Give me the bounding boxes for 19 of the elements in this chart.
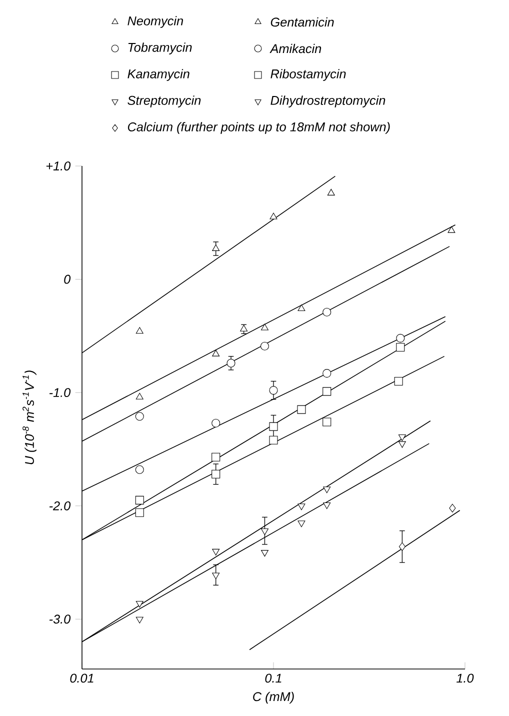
legend-label: Calcium (further points up to 18mM not shown) [128, 122, 390, 134]
x-tick-label: 0.01 [70, 674, 94, 683]
legend-label: Amikacin [270, 44, 322, 54]
legend-label: Tobramycin [128, 42, 192, 54]
legend-label: Dihydrostreptomycin [270, 96, 386, 108]
y-tick-label: -1.0 [49, 388, 71, 398]
x-tick-label: 0.1 [265, 674, 282, 683]
legend-label: Ribostamycin [270, 69, 346, 81]
legend-label: Streptomycin [128, 96, 201, 108]
legend-label: Neomycin [128, 16, 184, 28]
y-tick-label: -3.0 [49, 614, 71, 624]
x-tick-label: 1.0 [456, 674, 474, 683]
text: U (10$^{-8}$ m$^{2}$s$^{-1}$V$^{-1}$) [22, 370, 36, 464]
y-tick-label: 0 [64, 274, 71, 284]
y-tick-label: -2.0 [49, 501, 71, 510]
x-axis-title: C (mM) [253, 692, 294, 704]
legend-label: Kanamycin [128, 69, 190, 81]
y-tick-label: +1.0 [46, 162, 71, 170]
legend-label: Gentamicin [270, 17, 334, 27]
